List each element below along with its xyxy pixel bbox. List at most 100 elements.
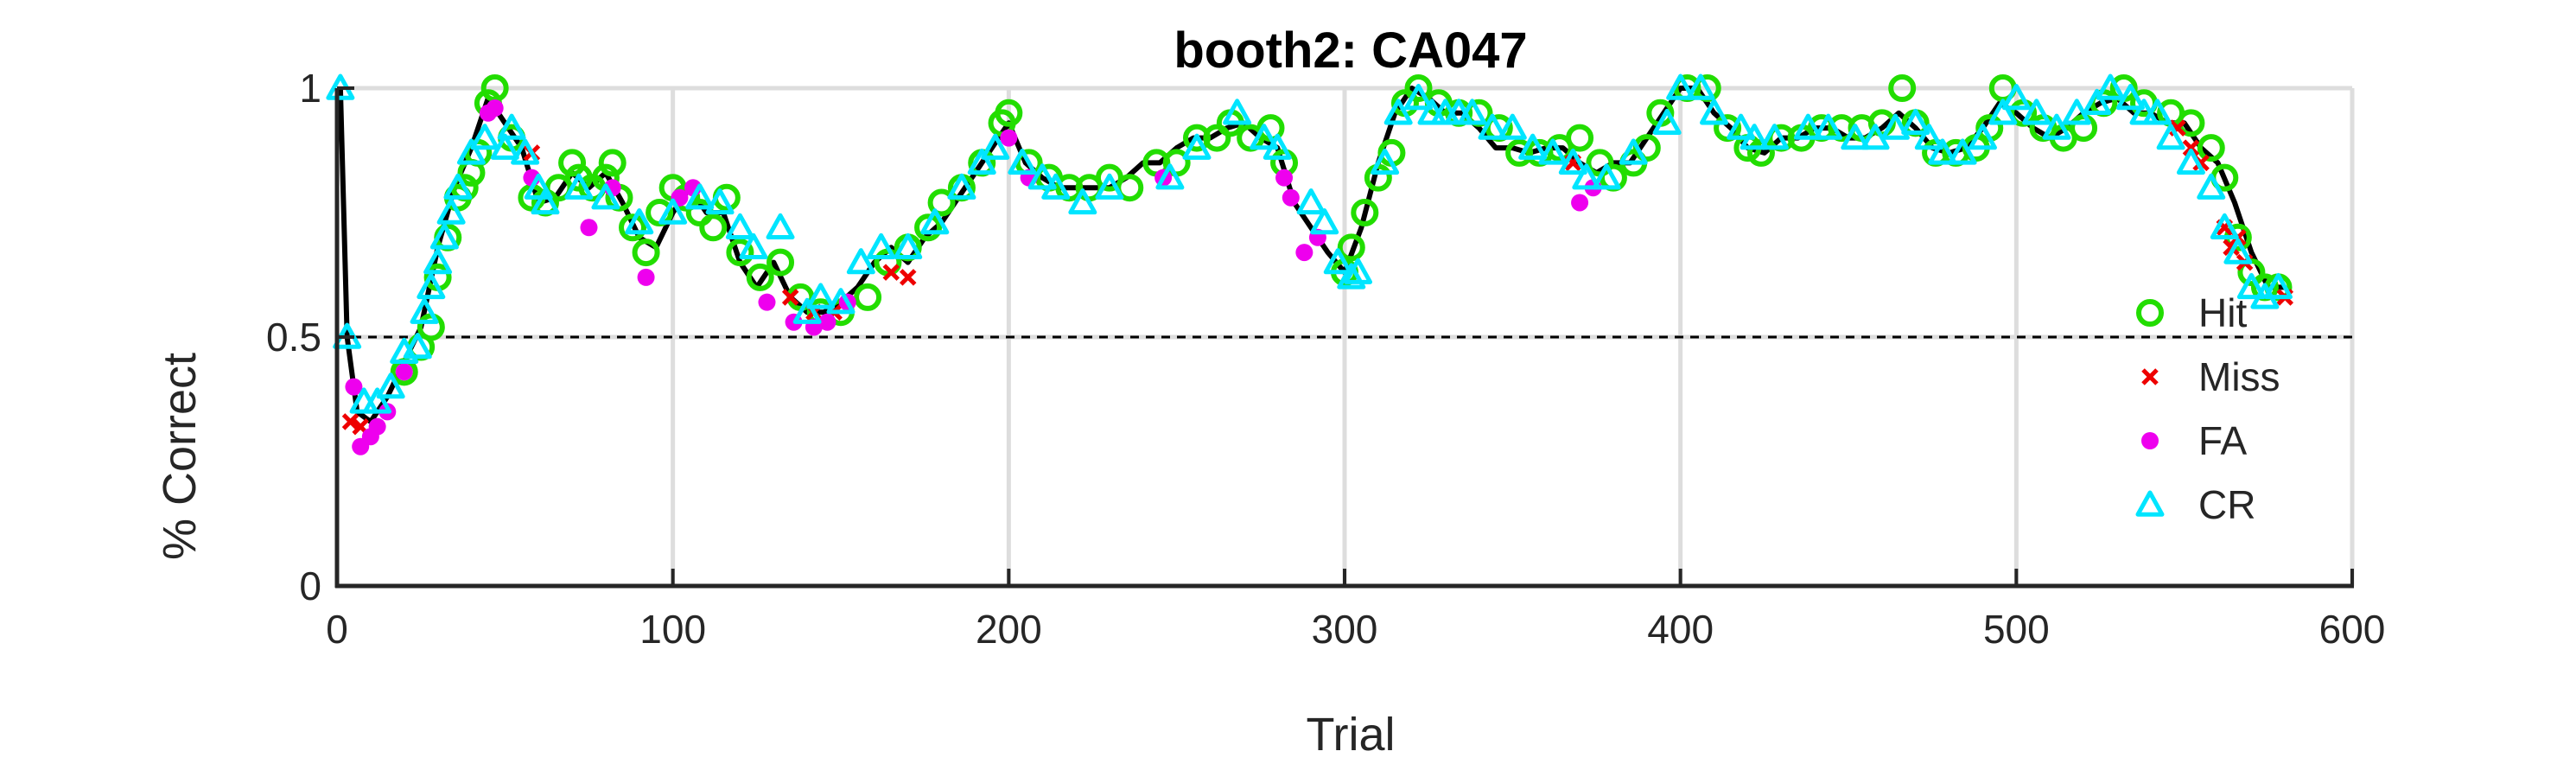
hit-point [995, 99, 1023, 127]
cr-point [564, 173, 594, 200]
y-axis-label: % Correct [154, 353, 206, 560]
y-tick-label: 0.5 [266, 315, 321, 360]
fa-point [368, 417, 386, 436]
cr-point [1901, 108, 1930, 136]
fa-point [345, 378, 363, 396]
cr-point [1700, 99, 1729, 125]
cr-point [1458, 99, 1487, 125]
fa-point [1275, 169, 1294, 187]
cr-point [1296, 188, 1326, 215]
cr-point [920, 208, 950, 235]
cr-point [725, 213, 754, 239]
cr-point [1250, 124, 1279, 150]
cr-point [867, 232, 896, 260]
cr-point [2022, 99, 2051, 125]
cr-point [2096, 73, 2125, 100]
cr-point [1592, 163, 1621, 190]
x-tick-label: 100 [639, 607, 706, 652]
cr-point [417, 272, 446, 300]
axes: 0 100 200 300 400 500 600 0 0.5 1 [266, 66, 2385, 652]
cr-point [490, 133, 519, 160]
cr-point [967, 148, 996, 175]
x-tick-label: 200 [976, 607, 1042, 652]
plot-area [326, 73, 2294, 455]
cr-point [1041, 173, 1071, 200]
fa-point [580, 219, 598, 237]
cr-point [2176, 148, 2205, 175]
fa-point [758, 293, 776, 311]
legend-label: Miss [2198, 354, 2280, 399]
cr-point [524, 173, 553, 200]
cr-point [1538, 138, 1568, 165]
cr-point [625, 208, 654, 235]
x-tick-label: 300 [1312, 607, 1378, 652]
miss-point [882, 264, 900, 281]
cr-point [792, 297, 822, 324]
miss-point [781, 289, 799, 306]
cr-point [1310, 208, 1339, 235]
cr-point [894, 232, 923, 260]
cr-point [947, 173, 976, 200]
hit-point [598, 149, 627, 177]
cr-point [705, 188, 735, 215]
legend-entry-fa: FA [2141, 418, 2248, 463]
cr-point [470, 124, 499, 150]
cr-point [1027, 163, 1057, 190]
y-tick-label: 1 [299, 66, 321, 111]
legend-entry-hit: Hit [2136, 290, 2247, 335]
legend-entry-cr: CR [2135, 482, 2255, 527]
cr-point [410, 297, 439, 324]
cr-point [1727, 113, 1756, 140]
hit-point [726, 239, 754, 267]
cr-point [846, 248, 875, 275]
cr-point [363, 387, 392, 414]
cr-point [591, 183, 620, 210]
fa-point [1000, 129, 1018, 147]
cr-point [1619, 138, 1648, 165]
legend-label: Hit [2198, 290, 2247, 335]
cr-point [2083, 88, 2112, 115]
cr-point [1478, 113, 1507, 140]
hit-point [1351, 199, 1379, 226]
cr-point [1404, 84, 1434, 111]
legend-entry-miss: Miss [2141, 354, 2280, 399]
cr-point [1095, 173, 1124, 200]
legend: Hit Miss FA CR [2135, 290, 2280, 527]
cr-point [1344, 258, 1373, 284]
chart-title: booth2: CA047 [1174, 22, 1527, 79]
y-tick-label: 0 [299, 563, 321, 608]
cr-point [2197, 173, 2226, 200]
hit-point [2197, 134, 2225, 162]
cr-point [1814, 113, 1843, 140]
cr-point [826, 288, 855, 315]
cr-point [2156, 124, 2185, 150]
miss-point [2182, 139, 2200, 156]
x-tick-label: 0 [326, 607, 348, 652]
legend-marker-cr [2135, 490, 2165, 517]
cr-point [376, 372, 405, 399]
cr-point [1008, 148, 1037, 175]
hit-point [558, 149, 587, 177]
cr-point [1860, 124, 1890, 150]
fa-point [818, 313, 836, 331]
cr-point [511, 138, 540, 165]
cr-point [1793, 113, 1822, 140]
legend-marker-hit [2136, 299, 2164, 327]
cr-point [2223, 238, 2253, 264]
hit-point [1566, 124, 1594, 152]
cr-point [1558, 148, 1587, 175]
cr-point [2143, 99, 2172, 125]
cr-point [2062, 99, 2091, 125]
cr-point [1928, 138, 1957, 165]
cr-point [423, 248, 453, 275]
cr-point [1068, 188, 1097, 215]
cr-point [1686, 73, 1715, 100]
cr-point [1880, 113, 1910, 140]
cr-point [456, 138, 486, 165]
cr-point [1518, 133, 1548, 160]
cr-point [1914, 124, 1943, 150]
fa-point [1295, 244, 1313, 262]
legend-label: FA [2198, 418, 2248, 463]
cr-point [2042, 113, 2071, 140]
